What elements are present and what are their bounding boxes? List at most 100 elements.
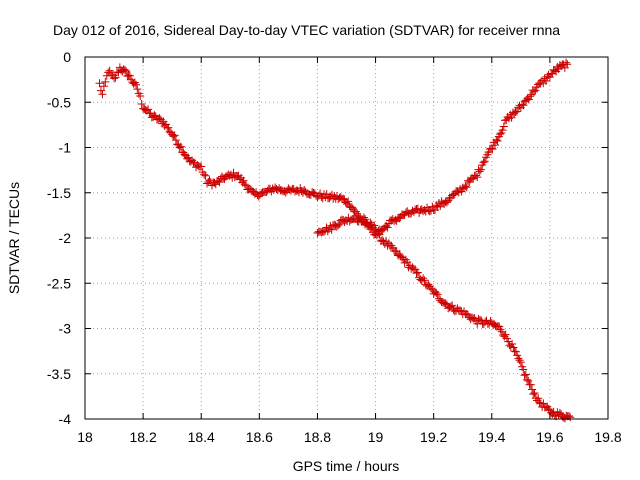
data-point: [508, 339, 517, 348]
data-point: [511, 108, 520, 117]
x-tick-label: 18.6: [246, 429, 273, 445]
data-point: [96, 86, 105, 95]
x-axis-ticks: 18 18.2 18.4 18.6 18.8 19 19.2 19.4 19.6 19.8: [77, 57, 622, 445]
data-point: [549, 407, 558, 416]
data-point: [507, 113, 516, 122]
data-point: [239, 176, 248, 185]
data-point: [136, 91, 145, 100]
data-point: [526, 380, 535, 389]
y-tick-label: -3: [59, 321, 72, 337]
data-point: [120, 65, 129, 74]
data-point: [171, 136, 180, 145]
data-point: [316, 189, 325, 198]
series-1: [313, 58, 572, 238]
data-point: [441, 299, 450, 308]
y-tick-label: -2.5: [47, 275, 71, 291]
data-point: [361, 215, 370, 224]
data-point: [448, 301, 457, 310]
data-point: [412, 269, 421, 278]
data-point: [473, 173, 482, 182]
data-point: [215, 178, 224, 187]
data-point: [433, 290, 442, 299]
data-point: [132, 80, 141, 89]
data-point: [563, 60, 572, 69]
grid-layer: [85, 57, 608, 419]
data-point: [122, 67, 131, 76]
x-tick-label: 18: [77, 429, 93, 445]
data-point: [496, 325, 505, 334]
data-point: [534, 394, 543, 403]
x-tick-label: 19.8: [594, 429, 621, 445]
y-axis-ticks: 0 -0.5 -1 -1.5 -2 -2.5 -3 -3.5 -4: [47, 49, 608, 427]
data-point: [475, 167, 484, 176]
data-point: [427, 284, 436, 293]
data-point: [125, 71, 134, 80]
data-point: [344, 197, 353, 206]
data-point: [471, 171, 480, 180]
x-tick-label: 18.4: [188, 429, 215, 445]
x-tick-label: 19: [368, 429, 384, 445]
data-point: [124, 71, 133, 80]
y-tick-label: -1: [59, 140, 72, 156]
data-point: [176, 142, 185, 151]
data-point: [519, 101, 528, 110]
data-point: [155, 114, 164, 123]
data-point: [562, 58, 571, 67]
data-point: [487, 144, 496, 153]
data-point: [98, 90, 107, 99]
y-tick-label: -0.5: [47, 94, 71, 110]
data-point: [519, 365, 528, 374]
data-point: [164, 123, 173, 132]
data-point: [240, 180, 249, 189]
data-point: [539, 399, 548, 408]
y-tick-label: -4: [59, 411, 72, 427]
data-point: [498, 126, 507, 135]
data-point: [496, 130, 505, 139]
data-point: [529, 390, 538, 399]
data-point: [491, 141, 500, 150]
data-point: [432, 289, 441, 298]
data-point: [420, 276, 429, 285]
data-point: [526, 92, 535, 101]
data-point: [110, 74, 119, 83]
data-point: [493, 137, 502, 146]
x-tick-label: 18.8: [304, 429, 331, 445]
data-point: [99, 82, 108, 91]
data-point: [150, 111, 159, 120]
data-point: [359, 213, 368, 222]
data-point: [461, 182, 470, 191]
y-tick-label: 0: [63, 49, 71, 65]
data-point: [566, 413, 575, 422]
data-point: [480, 157, 489, 166]
data-point: [515, 356, 524, 365]
data-point: [101, 77, 110, 86]
data-point: [511, 347, 520, 356]
data-points-layer: [95, 58, 575, 423]
data-point: [170, 131, 179, 140]
data-point: [530, 388, 539, 397]
data-point: [347, 203, 356, 212]
data-point: [523, 375, 532, 384]
data-point: [516, 358, 525, 367]
data-point: [105, 66, 114, 75]
data-point: [524, 95, 533, 104]
data-point: [521, 370, 530, 379]
x-axis-label: GPS time / hours: [293, 458, 400, 474]
data-point: [509, 343, 518, 352]
x-tick-label: 18.2: [129, 429, 156, 445]
data-point: [133, 85, 142, 94]
data-point: [107, 69, 116, 78]
data-point: [530, 87, 539, 96]
data-point: [476, 165, 485, 174]
data-point: [425, 207, 434, 216]
x-tick-label: 19.2: [420, 429, 447, 445]
chart-title: Day 012 of 2016, Sidereal Day-to-day VTE…: [53, 22, 560, 38]
data-point: [419, 274, 428, 283]
data-point: [413, 268, 422, 277]
data-point: [442, 198, 451, 207]
data-point: [319, 227, 328, 236]
data-point: [383, 223, 392, 232]
